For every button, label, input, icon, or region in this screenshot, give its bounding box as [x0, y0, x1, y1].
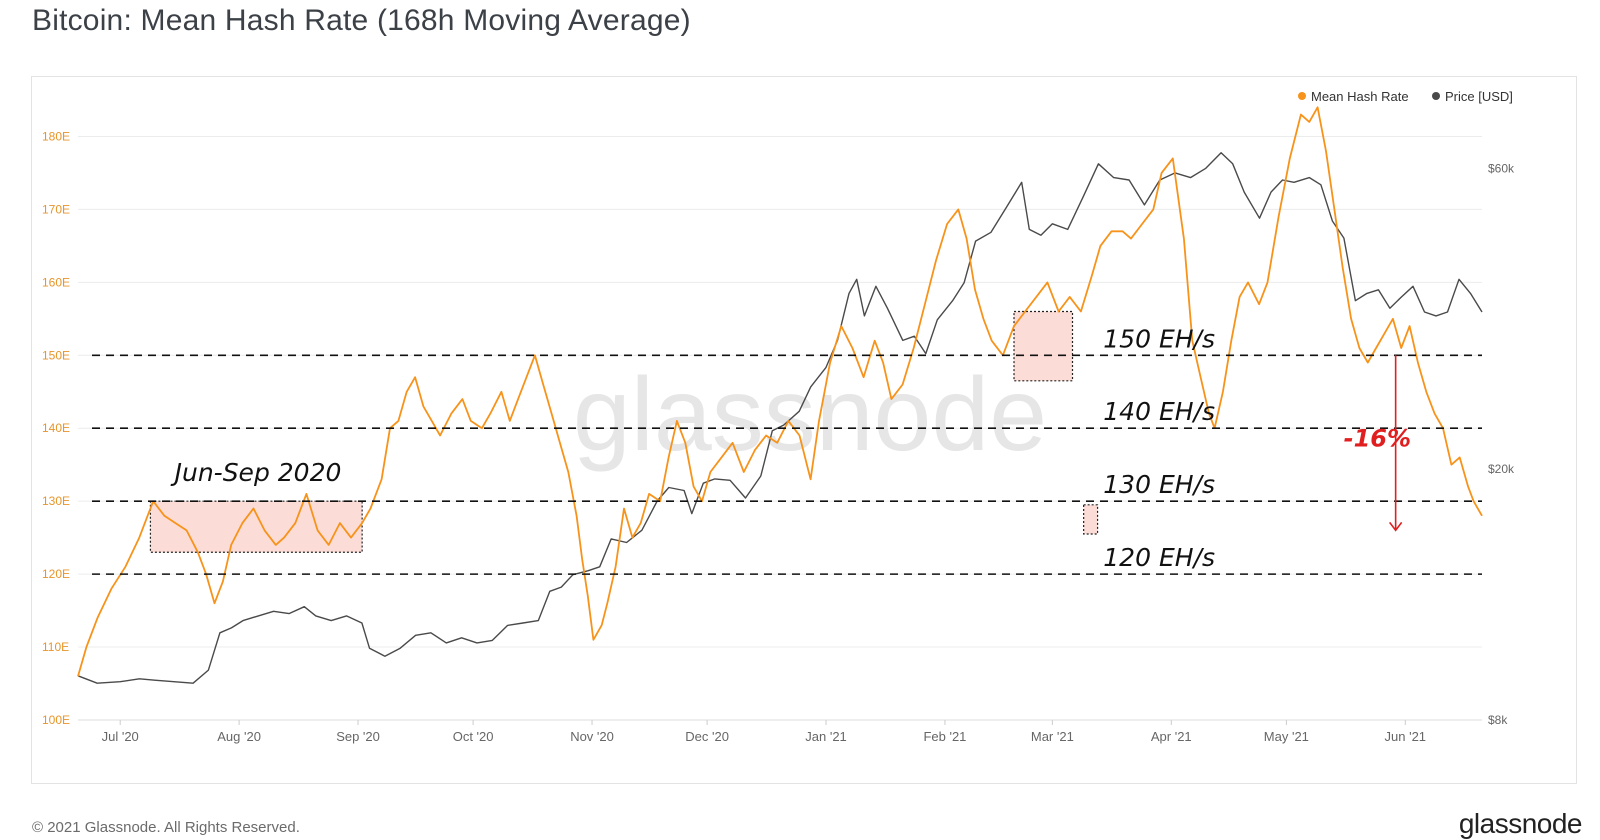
reference-line-label: 120 EH/s — [1103, 543, 1215, 572]
x-axis-tick-label: Jan '21 — [805, 729, 847, 744]
hash-series — [77, 106, 1483, 677]
left-axis-tick-label: 110E — [42, 640, 69, 654]
x-axis-tick-label: Apr '21 — [1151, 729, 1192, 744]
annotations: Jun-Sep 2020 -16% — [170, 355, 1411, 532]
right-axis-tick-label: $8k — [1488, 713, 1508, 727]
left-axis-tick-label: 130E — [42, 494, 70, 508]
chart-title: Bitcoin: Mean Hash Rate (168h Moving Ave… — [32, 4, 691, 37]
x-axis-tick-label: Jun '21 — [1385, 729, 1427, 744]
right-axis-tick-label: $20k — [1488, 462, 1515, 476]
axes: 100E 110E 120E 130E 140E 150E 160E 170E 180E $8k $… — [42, 129, 1515, 744]
copyright-text: © 2021 Glassnode. All Rights Reserved. — [32, 819, 300, 836]
left-axis-tick-label: 170E — [42, 202, 70, 216]
price-line — [77, 152, 1483, 684]
reference-line-label: 140 EH/s — [1103, 397, 1215, 426]
x-axis-tick-label: Sep '20 — [336, 729, 380, 744]
annotation-label: Jun-Sep 2020 — [170, 458, 342, 487]
x-axis-tick-label: Mar '21 — [1031, 729, 1074, 744]
highlight-box — [1013, 310, 1074, 382]
watermark-text: glassnode — [573, 357, 1047, 473]
hash-rate-chart: glassnode 150 EH/s 140 EH/s 130 EH/s 120 EH… — [42, 89, 1515, 744]
reference-line-label: 150 EH/s — [1103, 324, 1215, 353]
legend-label: Price [USD] — [1445, 89, 1513, 104]
highlight-box — [1083, 504, 1099, 535]
left-axis-tick-label: 150E — [42, 348, 70, 362]
left-axis-tick-label: 100E — [42, 713, 70, 727]
left-axis-tick-label: 120E — [42, 567, 70, 581]
glassnode-logo[interactable]: glassnode — [1458, 808, 1583, 839]
x-axis-tick-label: Aug '20 — [217, 729, 261, 744]
hash-rate-line — [77, 106, 1483, 677]
right-axis-tick-label: $60k — [1488, 161, 1515, 175]
reference-lines: 150 EH/s 140 EH/s 130 EH/s 120 EH/s — [92, 324, 1482, 575]
legend-marker — [1298, 92, 1306, 100]
x-axis-tick-label: Jul '20 — [102, 729, 139, 744]
x-axis-tick-label: May '21 — [1264, 729, 1309, 744]
x-axis-tick-label: Nov '20 — [570, 729, 614, 744]
decline-percent-label: -16% — [1344, 424, 1411, 452]
left-axis-tick-label: 180E — [42, 129, 70, 143]
price-series — [77, 152, 1483, 684]
left-axis-tick-label: 140E — [42, 421, 70, 435]
x-axis-tick-label: Dec '20 — [685, 729, 729, 744]
decline-arrow-head — [1389, 521, 1403, 532]
legend: Mean Hash Rate Price [USD] — [1298, 89, 1513, 104]
left-axis-tick-label: 160E — [42, 275, 70, 289]
legend-marker — [1432, 92, 1440, 100]
legend-label: Mean Hash Rate — [1311, 89, 1409, 104]
chart-frame — [31, 76, 1577, 784]
reference-line-label: 130 EH/s — [1103, 470, 1215, 499]
x-axis-tick-label: Oct '20 — [453, 729, 494, 744]
x-axis-tick-label: Feb '21 — [923, 729, 966, 744]
